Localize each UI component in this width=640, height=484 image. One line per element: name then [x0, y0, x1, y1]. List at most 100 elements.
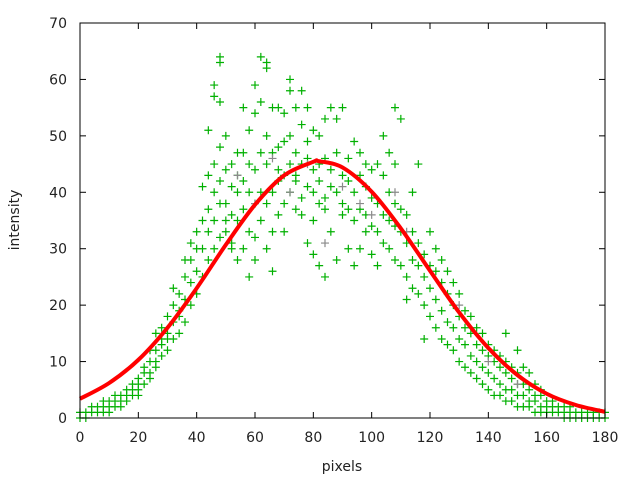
data-point [344, 177, 353, 185]
data-point [303, 239, 312, 248]
data-point [326, 165, 335, 174]
data-point [268, 188, 277, 197]
y-tick-label: 50 [49, 129, 67, 145]
data-point [472, 323, 481, 332]
plot-area [76, 52, 609, 422]
data-point [163, 312, 172, 321]
data-point [367, 222, 376, 231]
data-point-secondary [233, 171, 242, 180]
data-point [379, 239, 388, 248]
x-tick-label: 180 [592, 430, 619, 446]
data-point [472, 374, 481, 383]
data-point [367, 165, 376, 174]
data-point [461, 363, 469, 372]
data-point [478, 329, 487, 338]
data-point [245, 160, 254, 169]
data-point [151, 329, 160, 338]
data-point [361, 227, 370, 236]
data-point [274, 103, 283, 112]
data-point [239, 177, 248, 185]
data-point [204, 227, 213, 236]
data-point [484, 385, 493, 394]
data-point [455, 335, 464, 343]
data-point [280, 199, 289, 208]
data-point [251, 233, 259, 242]
data-point [291, 103, 300, 112]
data-point [245, 227, 254, 236]
data-point [391, 256, 399, 264]
data-point [513, 346, 522, 355]
data-point [262, 199, 271, 208]
data-point [198, 244, 207, 253]
data-point [251, 165, 259, 174]
data-point-secondary [268, 154, 277, 163]
data-point-secondary [455, 301, 464, 310]
data-point [507, 397, 516, 406]
data-point [192, 267, 201, 276]
data-point [216, 98, 224, 106]
data-point [315, 177, 324, 185]
y-axis-label: intensity [7, 190, 23, 251]
x-tick-label: 60 [246, 430, 264, 446]
data-point [478, 346, 487, 355]
data-point [443, 267, 452, 276]
data-point [268, 267, 277, 276]
data-point [262, 244, 271, 253]
data-point [309, 126, 318, 135]
data-point [408, 284, 417, 293]
data-point [496, 380, 504, 389]
data-point [157, 351, 166, 360]
y-tick-label: 20 [49, 298, 67, 314]
data-point [140, 363, 149, 372]
data-point [291, 205, 300, 214]
data-point [350, 216, 359, 225]
data-point-secondary [513, 380, 522, 389]
data-point [391, 103, 399, 112]
data-point [216, 177, 224, 185]
data-point [303, 182, 312, 191]
data-point [408, 188, 417, 197]
data-point [309, 216, 318, 225]
data-point [396, 205, 405, 214]
data-point [239, 244, 248, 253]
fit-curve [79, 158, 606, 414]
x-tick-label: 100 [358, 430, 385, 446]
x-tick-label: 80 [304, 430, 322, 446]
data-point [227, 160, 236, 169]
data-point [373, 261, 382, 270]
data-point [525, 385, 534, 394]
data-point-secondary [286, 188, 294, 197]
data-point [385, 148, 394, 157]
data-point [437, 256, 446, 264]
data-point [414, 261, 423, 270]
data-point [437, 335, 446, 343]
data-point [501, 368, 510, 377]
data-point [338, 210, 347, 219]
data-point [221, 199, 230, 208]
data-point [472, 357, 481, 366]
data-point [256, 148, 265, 157]
data-point [332, 148, 341, 157]
y-tick-label: 70 [49, 16, 67, 32]
data-point [332, 256, 341, 264]
data-point [286, 160, 294, 169]
data-point-secondary [356, 199, 364, 208]
data-point-secondary [484, 357, 493, 366]
data-point [507, 385, 516, 394]
data-point [414, 289, 423, 298]
data-point [233, 216, 242, 225]
data-point [274, 210, 283, 219]
data-point [431, 267, 440, 276]
data-point [315, 131, 324, 140]
x-tick-label: 0 [76, 430, 85, 446]
data-point [204, 126, 213, 135]
data-point [268, 227, 277, 236]
data-point [315, 199, 324, 208]
x-axis-label: pixels [322, 459, 362, 475]
data-point [338, 199, 347, 208]
data-point [443, 318, 452, 327]
data-point [256, 98, 265, 106]
data-point [356, 244, 364, 253]
data-point [204, 171, 213, 180]
data-point [321, 272, 329, 281]
